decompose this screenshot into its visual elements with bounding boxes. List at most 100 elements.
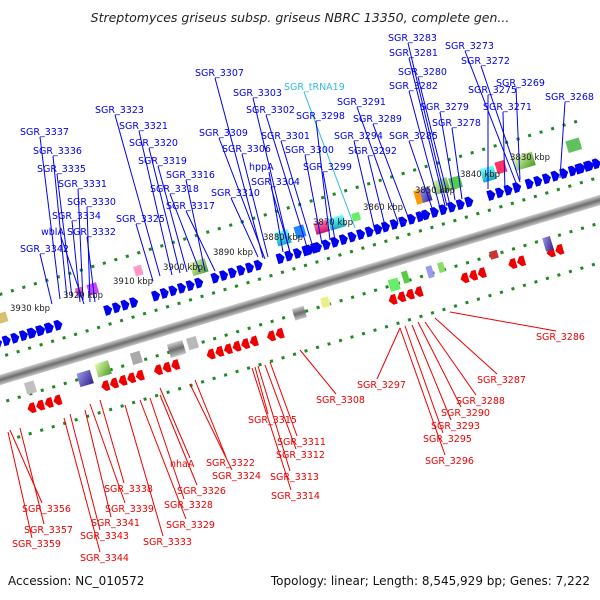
feature-block[interactable] <box>94 360 112 378</box>
gene-label-top[interactable]: SGR_3275 <box>468 85 517 96</box>
gene-label-bottom[interactable]: nhaA <box>170 459 195 470</box>
forward-gene-arrow[interactable] <box>26 327 38 339</box>
reverse-gene-arrow[interactable] <box>126 372 137 384</box>
gene-label-top[interactable]: SGR_3292 <box>348 146 397 157</box>
feature-block[interactable] <box>488 249 499 260</box>
feature-block[interactable] <box>436 261 446 274</box>
gene-label-bottom[interactable]: SGR_3338 <box>104 484 153 495</box>
gene-label-top[interactable]: SGR_3282 <box>389 81 438 92</box>
forward-gene-arrow[interactable] <box>244 261 256 274</box>
forward-gene-arrow[interactable] <box>53 319 64 331</box>
forward-gene-arrow[interactable] <box>159 287 171 299</box>
forward-gene-arrow[interactable] <box>292 247 304 259</box>
reverse-gene-arrow[interactable] <box>26 402 37 414</box>
forward-gene-arrow[interactable] <box>129 296 140 309</box>
forward-gene-arrow[interactable] <box>455 198 467 211</box>
feature-block[interactable] <box>0 311 9 324</box>
reverse-gene-arrow[interactable] <box>109 377 120 390</box>
feature-block[interactable] <box>400 270 411 284</box>
gene-label-top[interactable]: SGR_3273 <box>445 41 494 52</box>
gene-label-bottom[interactable]: SGR_3295 <box>423 434 472 445</box>
forward-gene-arrow[interactable] <box>168 284 179 297</box>
gene-label-bottom[interactable]: SGR_3315 <box>248 415 297 426</box>
gene-label-top[interactable]: SGR_3278 <box>432 118 481 129</box>
forward-gene-arrow[interactable] <box>559 167 570 180</box>
gene-label-top[interactable]: SGR_3300 <box>285 145 334 156</box>
feature-block[interactable] <box>133 264 144 277</box>
gene-label-top[interactable]: SGR_3337 <box>20 127 69 138</box>
forward-gene-arrow[interactable] <box>338 233 350 246</box>
forward-gene-arrow[interactable] <box>321 238 333 251</box>
reverse-gene-arrow[interactable] <box>459 272 470 284</box>
gene-label-top[interactable]: SGR_3330 <box>67 197 116 208</box>
forward-gene-arrow[interactable] <box>486 189 497 201</box>
reverse-gene-arrow[interactable] <box>100 380 111 392</box>
gene-label-bottom[interactable]: SGR_3344 <box>80 553 129 564</box>
forward-gene-arrow[interactable] <box>533 175 544 187</box>
reverse-gene-arrow[interactable] <box>516 255 527 267</box>
forward-gene-arrow[interactable] <box>494 186 506 199</box>
gene-label-bottom[interactable]: SGR_3326 <box>177 486 226 497</box>
gene-label-bottom[interactable]: SGR_3293 <box>431 421 480 432</box>
feature-block[interactable] <box>413 189 423 205</box>
forward-gene-arrow[interactable] <box>438 203 449 216</box>
gene-label-bottom[interactable]: SGR_3333 <box>143 537 192 548</box>
forward-gene-arrow[interactable] <box>227 267 239 279</box>
gene-label-bottom[interactable]: SGR_3339 <box>105 504 154 515</box>
forward-gene-arrow[interactable] <box>236 264 247 276</box>
gene-label-bottom[interactable]: SGR_3324 <box>212 471 261 482</box>
gene-label-bottom[interactable]: SGR_3356 <box>22 504 71 515</box>
gene-label-top[interactable]: SGR_3307 <box>195 68 244 79</box>
feature-block[interactable] <box>166 339 187 358</box>
gene-label-top[interactable]: SGR_3321 <box>119 121 168 132</box>
gene-label-top[interactable]: SGR_3318 <box>150 184 199 195</box>
gene-label-top[interactable]: SGR_3334 <box>52 211 101 222</box>
gene-label-top[interactable]: hppA <box>249 162 274 173</box>
feature-block[interactable] <box>431 177 451 196</box>
reverse-gene-arrow[interactable] <box>214 345 225 358</box>
gene-label-bottom[interactable]: SGR_3329 <box>166 520 215 531</box>
gene-label-top[interactable]: wblA <box>41 227 64 238</box>
feature-block[interactable] <box>542 235 554 252</box>
gene-label-top[interactable]: SGR_3309 <box>199 128 248 139</box>
gene-label-top[interactable]: SGR_3342 <box>20 244 69 255</box>
reverse-gene-arrow[interactable] <box>413 286 424 298</box>
gene-label-top[interactable]: SGR_3272 <box>461 56 510 67</box>
reverse-gene-arrow[interactable] <box>117 374 128 387</box>
forward-gene-arrow[interactable] <box>194 277 205 289</box>
forward-gene-arrow[interactable] <box>550 170 561 182</box>
forward-gene-arrow[interactable] <box>103 304 114 316</box>
gene-label-top[interactable]: SGR_3310 <box>211 188 260 199</box>
gene-label-top[interactable]: SGR_3268 <box>545 92 594 103</box>
gene-label-bottom[interactable]: SGR_3297 <box>357 380 406 391</box>
forward-gene-arrow[interactable] <box>18 329 30 342</box>
gene-label-bottom[interactable]: SGR_3312 <box>276 450 325 461</box>
gene-label-bottom[interactable]: SGR_3286 <box>536 332 585 343</box>
forward-gene-arrow[interactable] <box>583 160 594 172</box>
gene-label-bottom[interactable]: SGR_3357 <box>24 525 73 536</box>
feature-block[interactable] <box>129 350 143 366</box>
forward-gene-arrow[interactable] <box>330 236 341 248</box>
gene-label-top[interactable]: SGR_tRNA19 <box>284 82 345 93</box>
gene-label-top[interactable]: SGR_3285 <box>389 131 438 142</box>
gene-label-top[interactable]: SGR_3304 <box>251 177 300 188</box>
forward-gene-arrow[interactable] <box>447 201 458 213</box>
gene-label-bottom[interactable]: SGR_3328 <box>164 500 213 511</box>
reverse-gene-arrow[interactable] <box>476 267 487 279</box>
gene-label-top[interactable]: SGR_3281 <box>389 48 438 59</box>
feature-block[interactable] <box>425 265 435 279</box>
gene-label-top[interactable]: SGR_3325 <box>116 214 165 225</box>
reverse-gene-arrow[interactable] <box>205 348 216 360</box>
feature-block[interactable] <box>76 369 94 388</box>
feature-block[interactable] <box>313 219 331 235</box>
reverse-gene-arrow[interactable] <box>52 394 63 406</box>
gene-label-bottom[interactable]: SGR_3322 <box>206 458 255 469</box>
forward-gene-arrow[interactable] <box>421 209 432 221</box>
gene-label-top[interactable]: SGR_3301 <box>261 131 310 142</box>
forward-gene-arrow[interactable] <box>512 181 523 194</box>
forward-gene-arrow[interactable] <box>567 165 579 177</box>
gene-label-bottom[interactable]: SGR_3359 <box>12 539 61 550</box>
reverse-gene-arrow[interactable] <box>266 330 277 342</box>
forward-gene-arrow[interactable] <box>464 196 475 208</box>
gene-label-top[interactable]: SGR_3269 <box>496 78 545 89</box>
